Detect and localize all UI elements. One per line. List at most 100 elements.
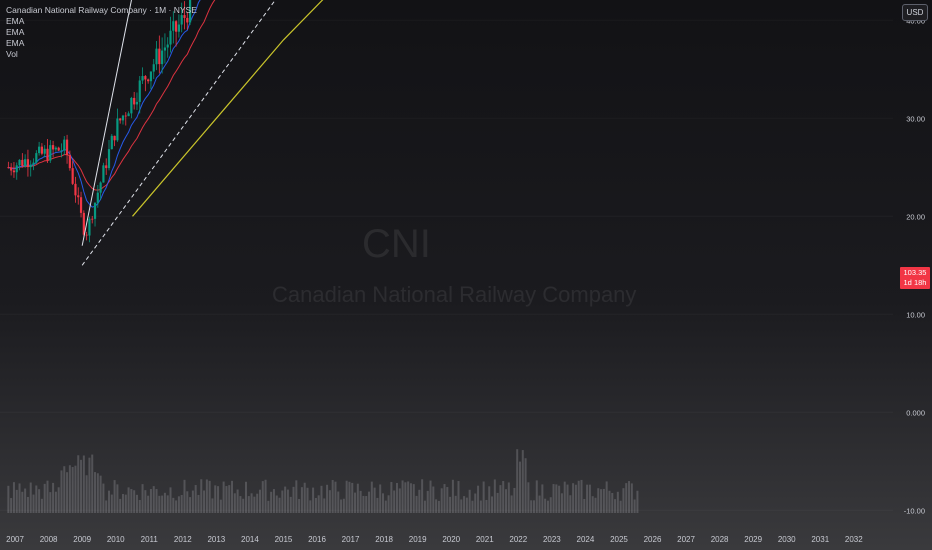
legend-ema-3[interactable]: EMA (6, 38, 25, 48)
volume-bar (191, 490, 194, 513)
x-tick-label: 2032 (845, 535, 863, 544)
volume-bar (292, 486, 295, 513)
volume-bar (409, 483, 412, 513)
volume-bar (351, 482, 354, 513)
volume-bar (493, 479, 496, 513)
volume-bar (625, 483, 628, 513)
candle-body (147, 79, 150, 82)
volume-bar (496, 492, 499, 513)
candle-body (74, 183, 77, 196)
volume-bar (345, 480, 348, 513)
volume-bar (110, 494, 113, 513)
volume-bar (135, 494, 138, 513)
volume-bar (80, 459, 83, 513)
legend-volume[interactable]: Vol (6, 49, 18, 59)
volume-bar (398, 488, 401, 513)
volume-bar (236, 489, 239, 513)
volume-bar (49, 492, 52, 513)
volume-bar (418, 489, 421, 513)
candle-body (152, 64, 155, 72)
volume-bar (278, 497, 281, 513)
y-tick-label: 10.00 (906, 310, 925, 319)
volume-bar (326, 484, 329, 513)
volume-bar (379, 484, 382, 513)
volume-bar (68, 465, 71, 513)
volume-bar (29, 482, 32, 513)
volume-bar (141, 484, 144, 513)
candle-body (169, 30, 172, 45)
volume-bar (544, 498, 547, 513)
volume-bar (521, 450, 524, 513)
x-tick-label: 2023 (543, 535, 561, 544)
volume-bar (510, 495, 513, 513)
volume-bar (323, 498, 326, 513)
x-tick-label: 2028 (711, 535, 729, 544)
currency-button[interactable]: USD (902, 4, 928, 21)
x-tick-label: 2020 (442, 535, 460, 544)
volume-bar (488, 486, 491, 513)
volume-bar (214, 485, 217, 513)
volume-bar (54, 491, 57, 513)
legend-ema-2[interactable]: EMA (6, 27, 25, 37)
x-tick-label: 2024 (577, 535, 595, 544)
volume-bar (250, 493, 253, 513)
candle-body (60, 150, 63, 152)
volume-bar (105, 500, 108, 513)
volume-bar (186, 491, 189, 513)
volume-bar (133, 490, 136, 513)
volume-bar (365, 496, 368, 513)
volume-bar (560, 493, 563, 513)
legend-ema-1[interactable]: EMA (6, 16, 25, 26)
candle-body (10, 167, 13, 171)
volume-bar (267, 500, 270, 513)
volume-bar (46, 480, 49, 513)
volume-bar (247, 496, 250, 513)
candle-body (124, 115, 127, 117)
x-tick-label: 2013 (207, 535, 225, 544)
volume-bar (507, 482, 510, 513)
x-tick-label: 2007 (6, 535, 24, 544)
volume-bar (275, 495, 278, 513)
volume-bar (370, 481, 373, 513)
candle-body (21, 159, 24, 167)
volume-bar (306, 487, 309, 513)
volume-bar (630, 483, 633, 513)
volume-bar (342, 498, 345, 513)
candle-body (121, 115, 125, 121)
volume-bar (172, 497, 175, 513)
volume-bar (580, 479, 583, 513)
candle-body (130, 97, 133, 114)
volume-bar (26, 496, 29, 513)
volume-bar (619, 500, 622, 513)
x-tick-label: 2026 (644, 535, 662, 544)
volume-bar (258, 489, 261, 513)
volume-bar (384, 500, 387, 513)
candle-body (40, 146, 44, 154)
volume-bar (261, 481, 264, 513)
candle-body (102, 165, 105, 183)
candle-body (177, 24, 181, 32)
candle-body (144, 76, 147, 80)
volume-bar (407, 481, 410, 513)
candle-body (99, 182, 102, 193)
volume-bar (546, 500, 549, 513)
volume-bar (228, 485, 231, 513)
volume-bar (558, 485, 561, 513)
volume-bar (99, 475, 102, 513)
volume-bar (295, 480, 298, 513)
volume-bar (552, 484, 555, 513)
volume-bar (85, 475, 88, 513)
volume-bar (314, 497, 317, 513)
candle-body (149, 71, 153, 82)
y-tick-label: 30.00 (906, 114, 925, 123)
volume-bar (155, 489, 158, 513)
candle-body (113, 135, 116, 141)
legend: Canadian National Railway Company · 1M ·… (6, 5, 197, 60)
volume-bar (320, 485, 323, 513)
candle-body (161, 50, 164, 65)
volume-bar (479, 500, 482, 513)
volume-bar (535, 480, 538, 513)
candle-body (85, 234, 88, 236)
